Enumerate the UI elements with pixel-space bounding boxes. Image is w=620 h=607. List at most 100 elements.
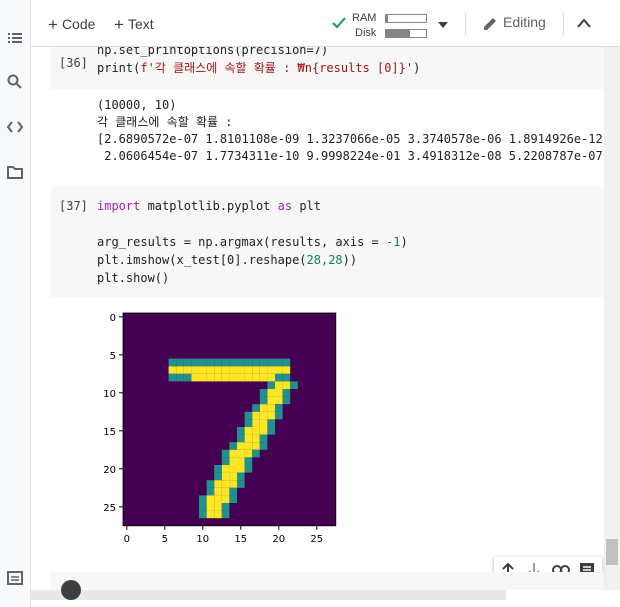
vertical-scrollbar[interactable]: [604, 47, 620, 590]
x-tick-label: 0: [124, 534, 130, 545]
image-pixel: [252, 373, 260, 382]
image-pixel: [252, 358, 260, 367]
ram-fill: [386, 15, 388, 22]
image-pixel: [259, 366, 268, 374]
editing-mode-button[interactable]: Editing: [503, 14, 546, 30]
image-pixel: [229, 457, 237, 465]
image-pixel: [168, 366, 177, 374]
image-pixel: [267, 411, 275, 420]
image-pixel: [275, 389, 283, 397]
image-pixel: [221, 510, 230, 519]
image-pixel: [176, 358, 184, 367]
image-pixel: [191, 366, 199, 374]
image-pixel: [221, 480, 230, 488]
image-pixel: [237, 442, 245, 450]
code-line: plt.show(): [97, 271, 170, 285]
image-pixel: [221, 465, 230, 473]
image-pixel: [252, 366, 260, 374]
chevron-up-icon[interactable]: [577, 18, 591, 28]
image-pixel: [199, 503, 207, 511]
image-pixel: [206, 358, 215, 367]
image-pixel: [206, 510, 215, 519]
image-pixel: [275, 404, 283, 412]
code-cell-36[interactable]: [36] np.set_printoptions(precision=7) pr…: [51, 47, 604, 89]
notebook-toolbar: + Code + Text RAM Disk Editing: [31, 0, 620, 47]
image-pixel: [229, 487, 237, 496]
run-button[interactable]: [61, 580, 81, 600]
code-line: import matplotlib.pyplot as plt: [97, 199, 321, 213]
image-pixel: [229, 358, 237, 367]
image-pixel: [214, 465, 222, 473]
code-line: print(f'각 클래스에 속할 확률 : ₩n{results [0]}'): [97, 61, 421, 75]
code-icon[interactable]: [6, 118, 24, 136]
scroll-thumb[interactable]: [606, 539, 618, 565]
image-pixel: [199, 366, 207, 374]
folder-icon[interactable]: [6, 163, 24, 181]
image-pixel: [275, 411, 283, 420]
image-pixel: [176, 366, 184, 374]
image-pixel: [275, 381, 283, 389]
image-pixel: [221, 487, 230, 496]
add-code-button[interactable]: + Code: [48, 15, 96, 34]
left-rail: [0, 0, 31, 607]
ram-bar: [385, 14, 427, 23]
chevron-down-icon[interactable]: [438, 21, 448, 29]
image-pixel: [237, 457, 245, 465]
image-pixel: [199, 495, 207, 503]
image-pixel: [221, 457, 230, 465]
image-pixel: [221, 449, 230, 458]
image-pixel: [282, 381, 291, 389]
image-pixel: [237, 373, 245, 382]
image-pixel: [290, 381, 298, 389]
image-pixel: [275, 366, 283, 374]
image-pixel: [259, 389, 268, 397]
code-editor[interactable]: np.set_printoptions(precision=7) print(f…: [97, 47, 420, 77]
add-text-button[interactable]: + Text: [114, 15, 154, 34]
image-pixel: [267, 373, 275, 382]
plus-icon: +: [48, 15, 58, 34]
search-icon[interactable]: [6, 73, 24, 91]
terminal-icon[interactable]: [6, 569, 24, 587]
image-pixel: [237, 358, 245, 367]
image-pixel: [267, 389, 275, 397]
image-pixel: [267, 396, 275, 405]
image-pixel: [237, 472, 245, 481]
image-pixel: [206, 373, 215, 382]
divider: [563, 12, 564, 36]
y-tick-label: 15: [103, 427, 116, 438]
code-line: np.set_printoptions(precision=7): [97, 47, 329, 57]
image-pixel: [206, 366, 215, 374]
disk-label: Disk: [355, 27, 377, 39]
image-pixel: [244, 442, 253, 450]
image-pixel: [214, 366, 222, 374]
image-pixel: [267, 358, 275, 367]
image-pixel: [214, 373, 222, 382]
x-tick-label: 25: [310, 534, 323, 545]
image-pixel: [244, 366, 253, 374]
code-editor[interactable]: import matplotlib.pyplot as plt arg_resu…: [97, 197, 408, 287]
image-pixel: [221, 503, 230, 511]
image-pixel: [229, 480, 237, 488]
cell-prompt: [37]: [59, 199, 88, 213]
image-pixel: [191, 373, 199, 382]
image-pixel: [252, 419, 260, 427]
plot-frame: [122, 312, 337, 527]
image-pixel: [183, 366, 192, 374]
image-pixel: [244, 434, 253, 443]
y-tick-label: 20: [103, 465, 116, 476]
horizontal-scrollbar[interactable]: [31, 590, 506, 600]
code-cell-37[interactable]: [37] import matplotlib.pyplot as plt arg…: [51, 187, 604, 297]
y-tick-label: 25: [103, 503, 116, 514]
image-pixel: [259, 434, 268, 443]
image-pixel: [229, 465, 237, 473]
image-pixel: [267, 404, 275, 412]
image-pixel: [267, 366, 275, 374]
next-code-cell[interactable]: [51, 572, 604, 600]
image-pixel: [206, 503, 215, 511]
image-pixel: [229, 442, 237, 450]
image-pixel: [229, 472, 237, 481]
divider: [465, 12, 466, 36]
image-pixel: [214, 358, 222, 367]
image-pixel: [221, 472, 230, 481]
menu-icon[interactable]: [6, 29, 24, 47]
